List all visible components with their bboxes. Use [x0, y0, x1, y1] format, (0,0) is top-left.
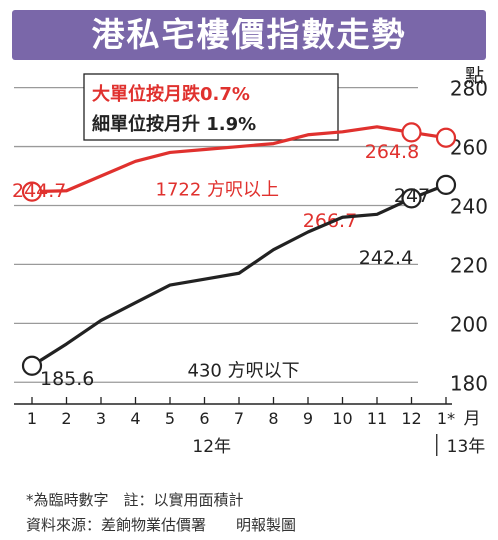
data-point-marker: [21, 355, 43, 376]
x-tick-label: 3: [96, 409, 106, 428]
x-tick-label: 7: [234, 409, 244, 428]
data-label: 185.6: [40, 368, 94, 390]
series-line-1: [31, 183, 447, 368]
data-point-marker: [401, 188, 422, 209]
data-point-marker: [21, 181, 43, 202]
year-label: 13年: [447, 437, 486, 457]
data-label: 244.7: [12, 180, 66, 202]
x-axis-unit: 月: [464, 409, 481, 429]
legend-large: 大單位按月跌0.7%: [92, 83, 250, 105]
x-tick-label: 2: [61, 409, 71, 428]
data-label: 242.4: [359, 247, 413, 269]
source-credit: 資料來源：差餉物業估價署 明報製圖: [26, 516, 297, 534]
footnote: *為臨時數字 註：以實用面積計: [26, 491, 244, 509]
y-tick-label: 200: [450, 312, 488, 336]
series-name-label: 1722 方呎以上: [156, 179, 280, 200]
x-tick-label: 5: [165, 409, 175, 428]
chart-title: 港私宅樓價指數走勢: [91, 15, 407, 54]
data-label: 264.8: [365, 141, 419, 163]
data-point-marker: [401, 122, 422, 143]
legend-small: 細單位按月升 1.9%: [92, 113, 256, 135]
x-tick-label: 11: [367, 409, 387, 428]
data-label: 247: [394, 185, 430, 207]
series-line-0: [31, 125, 447, 194]
series-name-label: 430 方呎以下: [188, 361, 300, 382]
x-tick-label: 9: [303, 409, 313, 428]
y-tick-label: 260: [450, 136, 488, 160]
data-point-marker: [435, 174, 457, 195]
x-tick-label: 8: [268, 409, 278, 428]
y-tick-label: 180: [450, 371, 488, 395]
y-tick-label: 240: [450, 194, 488, 218]
y-axis-unit: 點: [465, 65, 484, 87]
x-tick-label: 1*: [437, 409, 455, 428]
x-tick-label: 1: [27, 409, 37, 428]
y-tick-label: 220: [450, 253, 488, 277]
year-label: 12年: [192, 437, 231, 457]
y-tick-label: 280: [450, 77, 488, 101]
x-tick-label: 6: [199, 409, 209, 428]
data-point-marker: [435, 127, 457, 148]
x-tick-label: 4: [130, 409, 140, 428]
legend-box: [83, 73, 339, 141]
x-tick-label: 10: [332, 409, 352, 428]
title-bar: 港私宅樓價指數走勢: [12, 10, 486, 60]
x-tick-label: 12: [401, 409, 421, 428]
